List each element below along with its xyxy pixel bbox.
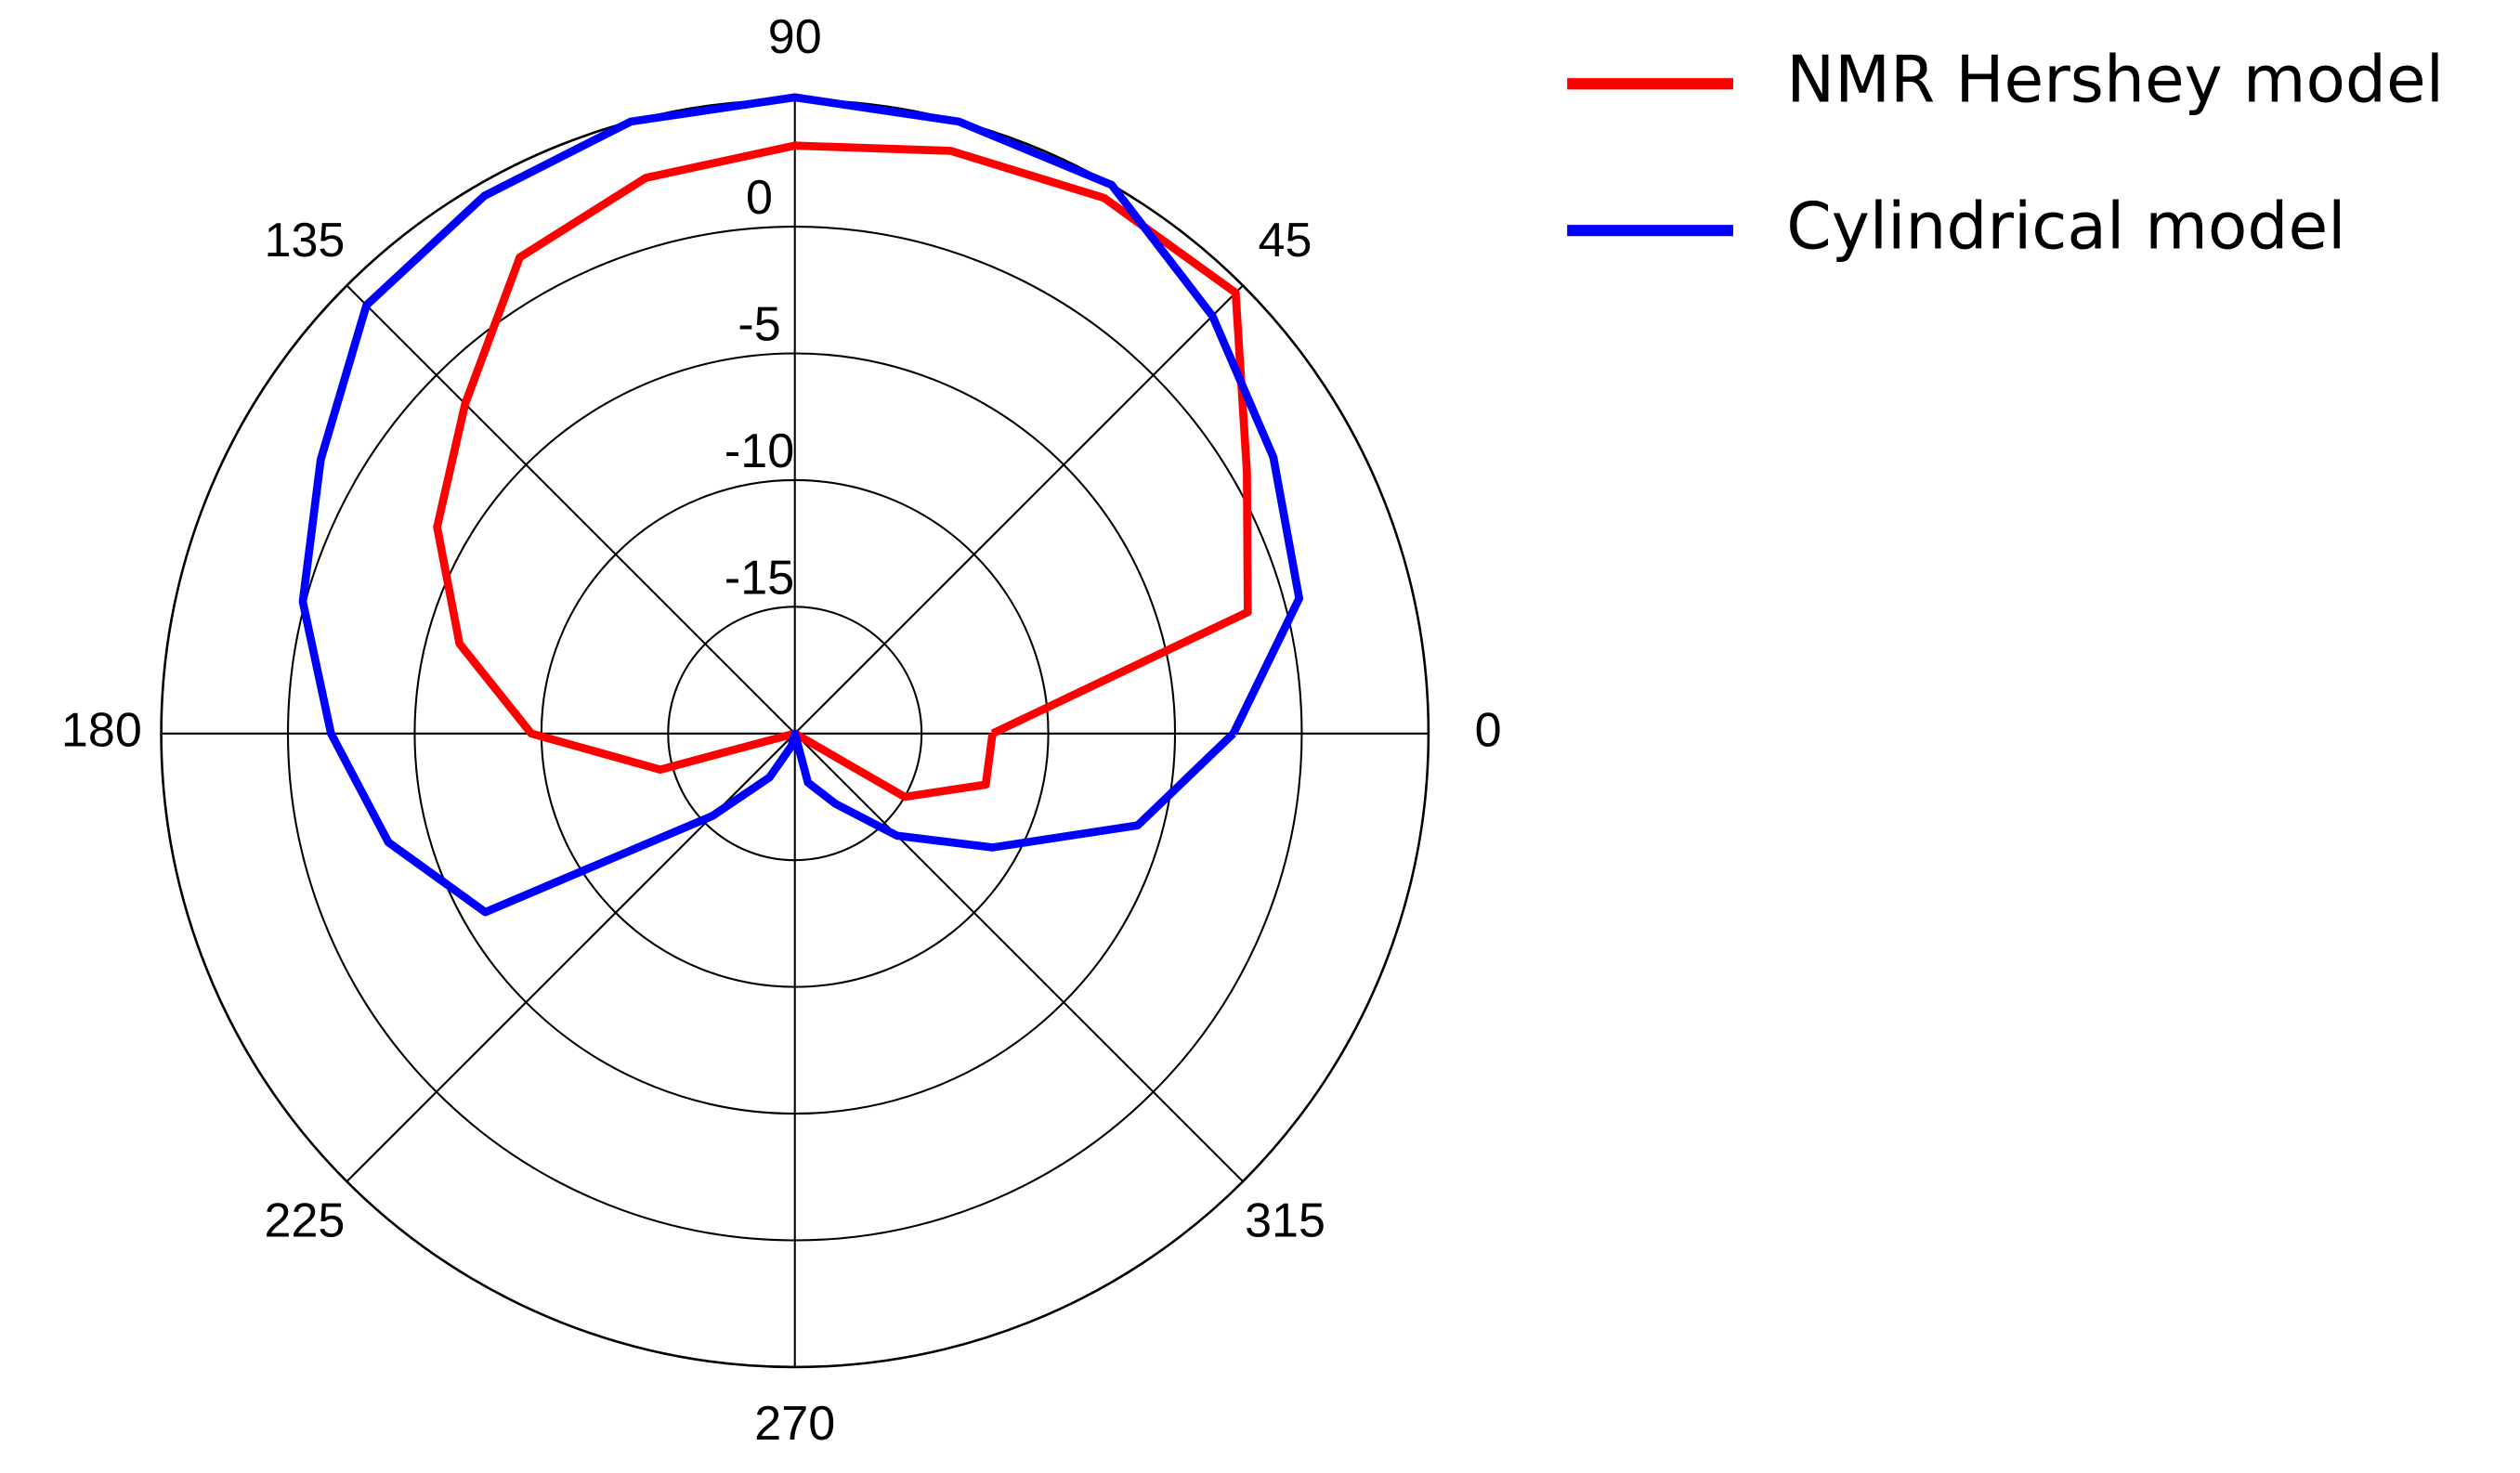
r-tick-label: 0 — [746, 171, 773, 225]
theta-tick-label: 225 — [265, 1193, 346, 1247]
r-tick-label: -5 — [738, 297, 780, 351]
r-tick-label: -15 — [725, 551, 794, 605]
theta-tick-label: 135 — [265, 214, 346, 267]
spoke — [346, 733, 796, 1182]
spoke — [346, 284, 796, 735]
series-line — [433, 141, 1252, 802]
theta-tick-label: 180 — [61, 704, 142, 758]
spoke — [793, 284, 1244, 735]
series-line — [298, 93, 1304, 917]
r-tick-label: -10 — [725, 424, 794, 478]
theta-tick-label: 45 — [1259, 214, 1312, 267]
theta-tick-label: 270 — [754, 1397, 835, 1451]
theta-tick-label: 0 — [1475, 704, 1502, 758]
theta-tick-label: 315 — [1245, 1193, 1325, 1247]
legend-label: NMR Hershey model — [1786, 43, 2444, 117]
spoke — [793, 733, 1244, 1182]
theta-tick-label: 90 — [768, 10, 822, 64]
legend-label: Cylindrical model — [1786, 189, 2345, 264]
